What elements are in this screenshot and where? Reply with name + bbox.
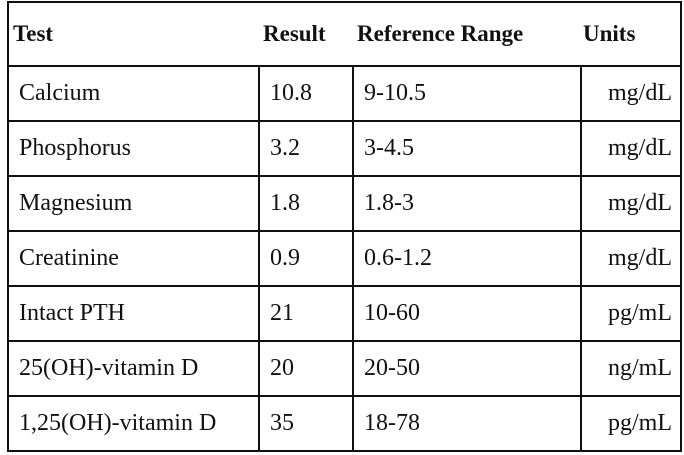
units-cell: mg/dL (580, 230, 682, 287)
table-row: Magnesium 1.8 1.8-3 mg/dL (7, 175, 682, 232)
table-row: Calcium 10.8 9-10.5 mg/dL (7, 65, 682, 122)
reference-range-cell: 3-4.5 (352, 120, 582, 177)
result-cell: 20 (258, 340, 354, 397)
header-reference-range: Reference Range (353, 2, 581, 67)
result-cell: 0.9 (258, 230, 354, 287)
result-cell: 3.2 (258, 120, 354, 177)
result-cell: 1.8 (258, 175, 354, 232)
table-body: Calcium 10.8 9-10.5 mg/dL Phosphorus 3.2 3-4.5… (7, 65, 682, 452)
units-cell: pg/mL (580, 285, 682, 342)
units-cell: mg/dL (580, 65, 682, 122)
test-cell: Intact PTH (7, 285, 260, 342)
header-test: Test (8, 2, 259, 67)
table-row: Intact PTH 21 10-60 pg/mL (7, 285, 682, 342)
result-cell: 21 (258, 285, 354, 342)
reference-range-cell: 1.8-3 (352, 175, 582, 232)
table-row: Creatinine 0.9 0.6-1.2 mg/dL (7, 230, 682, 287)
reference-range-cell: 18-78 (352, 395, 582, 452)
units-cell: mg/dL (580, 175, 682, 232)
units-cell: mg/dL (580, 120, 682, 177)
result-cell: 10.8 (258, 65, 354, 122)
lab-table: Test Result Reference Range Units Calcium 10… (7, 1, 682, 452)
test-cell: Calcium (7, 65, 260, 122)
header-row: Test Result Reference Range Units (8, 2, 681, 67)
table-row: 1,25(OH)-vitamin D 35 18-78 pg/mL (7, 395, 682, 452)
reference-range-cell: 20-50 (352, 340, 582, 397)
table-row: Phosphorus 3.2 3-4.5 mg/dL (7, 120, 682, 177)
test-cell: Magnesium (7, 175, 260, 232)
table-row: 25(OH)-vitamin D 20 20-50 ng/mL (7, 340, 682, 397)
test-cell: 25(OH)-vitamin D (7, 340, 260, 397)
units-cell: pg/mL (580, 395, 682, 452)
header-units: Units (581, 2, 681, 67)
units-cell: ng/mL (580, 340, 682, 397)
test-cell: Creatinine (7, 230, 260, 287)
reference-range-cell: 0.6-1.2 (352, 230, 582, 287)
header-result: Result (259, 2, 353, 67)
reference-range-cell: 10-60 (352, 285, 582, 342)
result-cell: 35 (258, 395, 354, 452)
test-cell: 1,25(OH)-vitamin D (7, 395, 260, 452)
reference-range-cell: 9-10.5 (352, 65, 582, 122)
test-cell: Phosphorus (7, 120, 260, 177)
